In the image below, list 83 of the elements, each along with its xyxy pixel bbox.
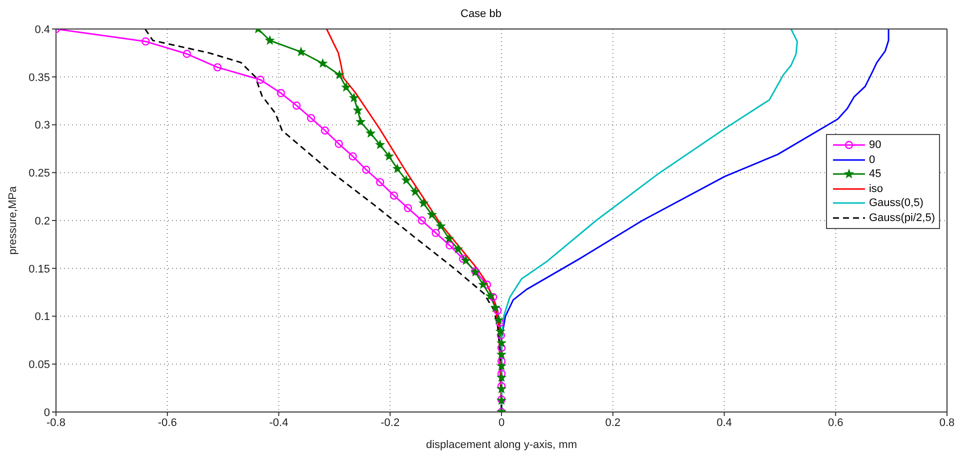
x-tick-label: -0.4 [269, 416, 288, 429]
point [390, 192, 398, 200]
point [427, 210, 436, 219]
x-tick-label: -0.2 [380, 416, 400, 429]
point [182, 50, 191, 58]
point [494, 315, 504, 324]
point [496, 326, 505, 336]
point [458, 254, 468, 263]
x-tick-label: -0.8 [46, 416, 66, 429]
x-tick-label: 0.4 [716, 416, 732, 429]
y-tick-label: 0.05 [28, 359, 50, 372]
point [446, 241, 454, 250]
point [348, 152, 357, 160]
legend-label: Gauss(0,5) [868, 197, 924, 210]
y-tick-label: 0.3 [34, 120, 50, 132]
point [418, 216, 426, 225]
legend-label: 45 [868, 168, 882, 180]
point [142, 37, 150, 46]
point [349, 93, 359, 102]
x-tick-label: -0.6 [158, 416, 177, 429]
point [265, 36, 274, 44]
x-tick-label: 0.2 [605, 416, 621, 429]
point [402, 175, 411, 184]
y-axis-title: pressure,MPa [6, 185, 19, 255]
point [432, 228, 440, 238]
point [296, 47, 306, 56]
x-tick-label: 0 [498, 416, 505, 429]
x-axis-title: displacement along y-axis, mm [426, 439, 578, 451]
point [444, 234, 454, 243]
y-tick-label: 0 [44, 406, 50, 419]
point [362, 166, 370, 174]
point [496, 361, 506, 370]
y-tick-label: 0.35 [28, 72, 50, 84]
point [496, 331, 506, 340]
point [461, 256, 470, 265]
point [356, 117, 366, 126]
x-tick-label: 0.6 [828, 416, 844, 429]
point [384, 152, 394, 160]
point [496, 372, 506, 382]
point [376, 140, 385, 149]
y-tick-label: 0.4 [34, 24, 50, 36]
point [494, 306, 502, 315]
point [486, 291, 495, 300]
point [436, 221, 446, 230]
point [213, 63, 222, 72]
point [306, 114, 316, 122]
point [490, 302, 500, 312]
point [453, 244, 463, 254]
point [496, 384, 506, 393]
legend-label: 90 [868, 139, 882, 152]
point [482, 280, 492, 289]
y-tick-label: 0.2 [34, 215, 50, 228]
y-tick-label: 0.1 [34, 311, 50, 324]
legend-label: iso [868, 182, 884, 195]
point [392, 164, 402, 173]
point [320, 126, 330, 135]
point [496, 318, 504, 328]
y-tick-label: 0.25 [28, 168, 50, 180]
legend-label: 0 [868, 154, 876, 166]
point [496, 350, 506, 358]
point [410, 186, 420, 196]
point [318, 58, 328, 68]
point [496, 338, 506, 347]
x-tick-label: 0.8 [939, 416, 955, 429]
point [497, 344, 506, 352]
point [497, 357, 506, 366]
chart-title: Case bb [460, 8, 502, 20]
point [489, 293, 498, 302]
point [342, 82, 351, 92]
point [376, 178, 384, 186]
point [334, 140, 343, 148]
point [256, 76, 264, 84]
point [292, 102, 301, 110]
y-tick-label: 0.15 [28, 263, 50, 276]
point [353, 106, 362, 114]
point [276, 89, 286, 98]
point [418, 198, 428, 208]
point [366, 128, 376, 138]
legend-label: Gauss(pi/2,5) [868, 212, 935, 224]
point [478, 280, 488, 289]
point [497, 382, 506, 390]
point [404, 204, 412, 212]
point [334, 70, 344, 79]
